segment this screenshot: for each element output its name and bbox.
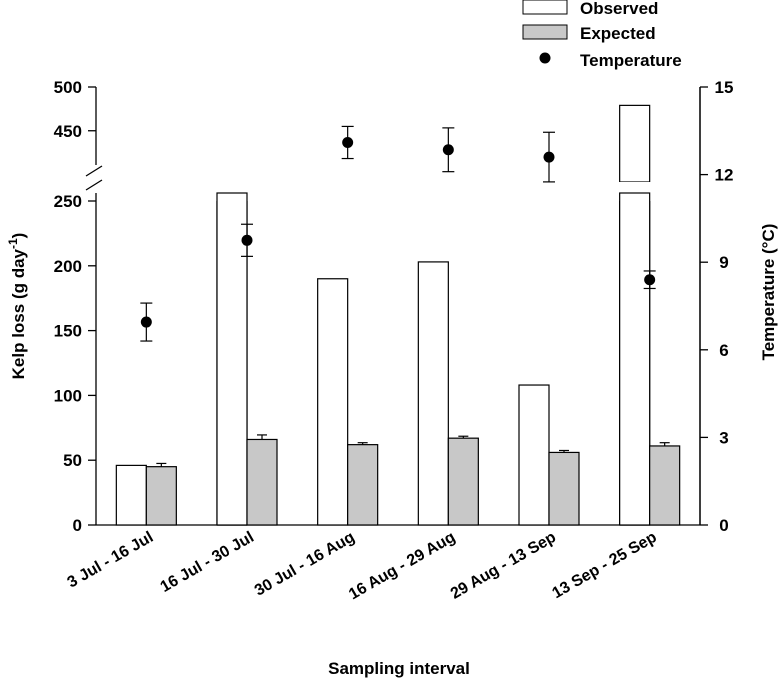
legend-item-observed: Observed xyxy=(522,0,658,18)
x-category-label: 30 Jul - 16 Aug xyxy=(252,529,358,600)
x-category-label: 16 Jul - 30 Jul xyxy=(158,529,257,596)
bar-expected xyxy=(145,466,177,526)
point-temperature xyxy=(543,151,555,163)
point-temperature xyxy=(140,316,152,328)
bar-expected xyxy=(246,438,278,526)
bar-observed xyxy=(115,464,147,526)
y2-tick-label: 6 xyxy=(719,341,728,360)
x-category-label: 29 Aug - 13 Sep xyxy=(448,529,559,603)
y2-tick-label: 12 xyxy=(715,166,734,185)
y2-tick-label: 15 xyxy=(715,78,734,97)
bar-observed xyxy=(619,192,651,526)
bar-expected xyxy=(548,451,580,526)
legend-item-expected: Expected xyxy=(522,24,656,43)
y-axis-title-sup: -1 xyxy=(6,238,20,249)
legend-label-observed: Observed xyxy=(580,0,658,18)
x-axis-title: Sampling interval xyxy=(328,659,470,678)
plot-area: 0 50 100 150 200 250 450 500 0 3 6 9 12 15 3 Jul - 16 … xyxy=(54,78,734,603)
legend-swatch-observed xyxy=(522,0,568,15)
bar-expected xyxy=(649,445,681,526)
legend: Observed Expected Temperature xyxy=(522,0,682,70)
point-temperature xyxy=(644,274,656,286)
y-tick-label: 250 xyxy=(54,192,82,211)
y2-tick-label: 9 xyxy=(719,253,728,272)
y-tick-label: 0 xyxy=(73,516,82,535)
bar-observed-upper xyxy=(619,104,651,183)
point-temperature xyxy=(342,136,354,148)
y2-tick-label: 3 xyxy=(719,428,728,447)
y-tick-label: 500 xyxy=(54,78,82,97)
y-tick-label: 200 xyxy=(54,257,82,276)
x-category-label: 13 Sep - 25 Sep xyxy=(550,529,660,603)
legend-label-expected: Expected xyxy=(580,24,656,43)
axis-break-mark-upper xyxy=(85,165,103,177)
y-tick-label: 50 xyxy=(63,451,82,470)
bar-observed xyxy=(317,278,349,526)
y2-tick-label: 0 xyxy=(719,516,728,535)
y-tick-label: 150 xyxy=(54,322,82,341)
y-axis-title-close: ) xyxy=(9,233,28,239)
legend-item-temperature: Temperature xyxy=(539,51,682,70)
bar-observed xyxy=(518,384,550,526)
bar-expected xyxy=(347,444,379,526)
bar-expected xyxy=(447,437,479,526)
x-category-label: 16 Aug - 29 Aug xyxy=(346,529,458,604)
y-tick-label: 450 xyxy=(54,122,82,141)
legend-marker-temperature xyxy=(539,52,551,64)
point-temperature xyxy=(241,234,253,246)
point-temperature xyxy=(442,144,454,156)
y-axis-title-main: Kelp loss (g day xyxy=(9,248,28,379)
x-category-label: 3 Jul - 16 Jul xyxy=(65,529,157,592)
legend-label-temperature: Temperature xyxy=(580,51,682,70)
y2-axis-title: Temperature (°C) xyxy=(759,224,778,361)
y-axis-title: Kelp loss (g day-1) xyxy=(6,233,28,380)
y-tick-label: 100 xyxy=(54,386,82,405)
bar-observed xyxy=(417,261,449,526)
bar-observed xyxy=(216,192,248,526)
axis-break-mark-lower xyxy=(85,179,103,191)
legend-swatch-expected xyxy=(522,24,568,40)
